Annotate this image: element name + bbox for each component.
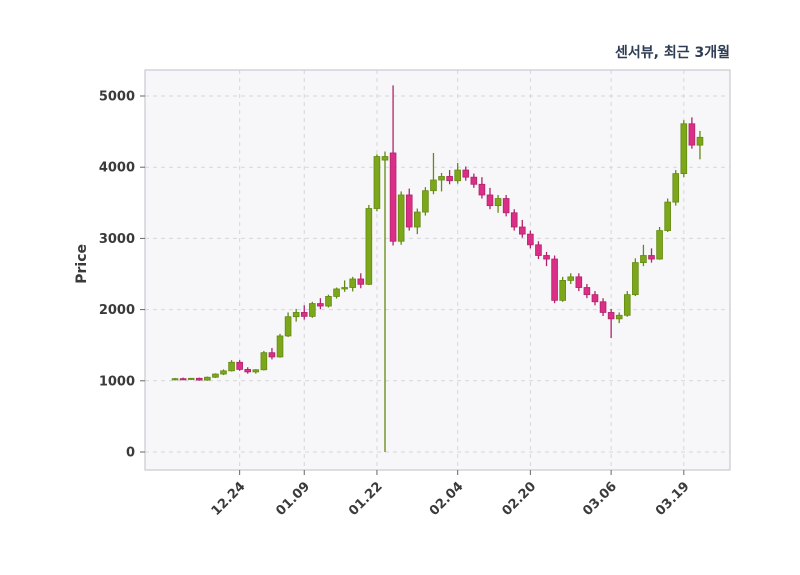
svg-text:01.22: 01.22	[346, 479, 386, 519]
svg-text:3000: 3000	[99, 232, 135, 247]
svg-text:1000: 1000	[99, 374, 135, 389]
svg-text:03.19: 03.19	[653, 479, 693, 519]
y-axis-label: Price	[74, 244, 90, 284]
svg-text:12.24: 12.24	[209, 479, 249, 519]
chart-title: 센서뷰, 최근 3개월	[615, 45, 730, 61]
svg-text:02.20: 02.20	[500, 479, 540, 519]
svg-text:03.06: 03.06	[580, 479, 620, 519]
svg-text:5000: 5000	[99, 90, 135, 105]
svg-text:02.04: 02.04	[427, 479, 467, 519]
plot-area	[145, 70, 730, 470]
svg-text:4000: 4000	[99, 161, 135, 176]
svg-text:2000: 2000	[99, 303, 135, 318]
svg-text:0: 0	[126, 446, 135, 461]
svg-text:01.09: 01.09	[273, 479, 313, 519]
